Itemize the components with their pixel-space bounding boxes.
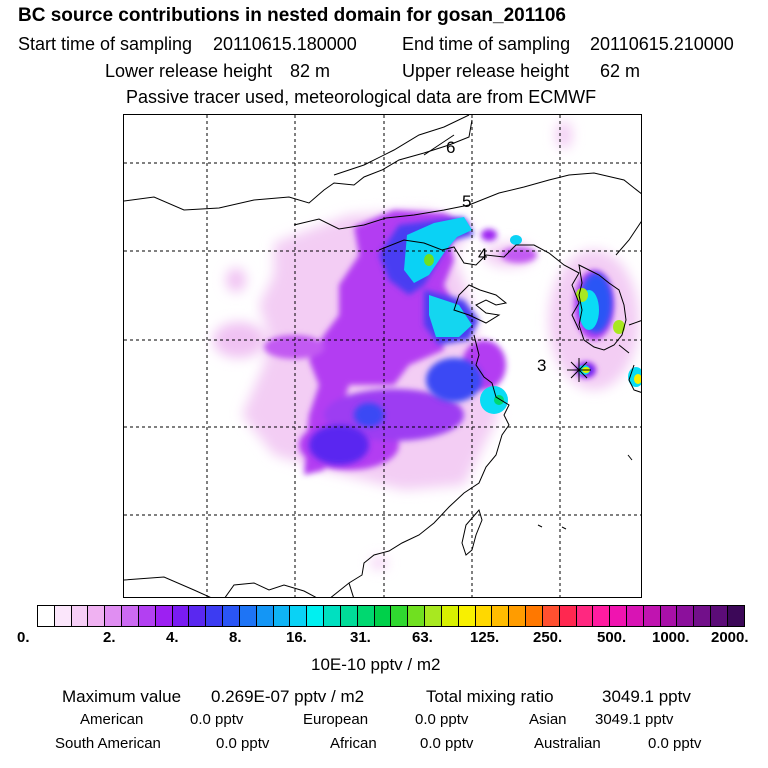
start-time-label: Start time of sampling	[18, 34, 193, 54]
colorbar-swatch	[273, 606, 291, 626]
colorbar-swatch	[677, 606, 695, 626]
colorbar-swatch	[172, 606, 190, 626]
colorbar-tick: 500.	[597, 629, 627, 646]
colorbar-swatch	[492, 606, 510, 626]
source-value: 0.0 pptv	[216, 735, 270, 752]
colorbar	[37, 605, 745, 627]
total-mixing-label: Total mixing ratio	[426, 687, 554, 706]
max-value-label: Maximum value	[62, 687, 182, 706]
colorbar-swatch	[475, 606, 493, 626]
colorbar-swatch	[357, 606, 375, 626]
colorbar-tick: 31.	[350, 629, 371, 646]
max-value: 0.269E-07 pptv / m2	[211, 687, 365, 706]
colorbar-tick: 16.	[286, 629, 307, 646]
colorbar-swatch	[71, 606, 89, 626]
colorbar-tick: 63.	[412, 629, 433, 646]
source-value: 0.0 pptv	[420, 735, 474, 752]
grid-lines	[124, 115, 641, 597]
source-name: South American	[55, 735, 161, 752]
colorbar-swatch	[54, 606, 72, 626]
colorbar-swatch	[441, 606, 459, 626]
colorbar-swatch	[223, 606, 240, 626]
colorbar-swatch	[408, 606, 426, 626]
colorbar-tick: 125.	[470, 629, 500, 646]
colorbar-swatch	[727, 606, 744, 626]
start-time-value: 20110615.180000	[213, 34, 357, 54]
colorbar-swatch	[576, 606, 594, 626]
colorbar-tick: 2.	[103, 629, 116, 646]
colorbar-swatch	[610, 606, 627, 626]
receptor-marker-icon	[567, 358, 591, 382]
trajectory-label-5: 5	[462, 192, 471, 211]
colorbar-swatch	[324, 606, 341, 626]
colorbar-swatch	[643, 606, 661, 626]
trajectory-label-6: 6	[446, 138, 455, 157]
colorbar-swatch	[256, 606, 274, 626]
colorbar-swatch	[559, 606, 577, 626]
source-value: 0.0 pptv	[648, 735, 702, 752]
colorbar-swatch	[660, 606, 678, 626]
colorbar-swatch	[307, 606, 325, 626]
chart-title: BC source contributions in nested domain…	[18, 5, 566, 26]
colorbar-swatch	[526, 606, 543, 626]
coastlines	[124, 115, 641, 597]
colorbar-swatch	[391, 606, 409, 626]
colorbar-tick: 8.	[229, 629, 242, 646]
source-name: Asian	[529, 711, 567, 728]
source-name: Australian	[534, 735, 601, 752]
source-value: 0.0 pptv	[415, 711, 469, 728]
source-value: 3049.1 pptv	[595, 711, 674, 728]
source-name: European	[303, 711, 369, 728]
upper-release-label: Upper release height	[402, 61, 570, 81]
colorbar-swatch	[509, 606, 527, 626]
colorbar-swatch	[374, 606, 392, 626]
colorbar-swatch	[138, 606, 156, 626]
total-mixing-value: 3049.1 pptv	[602, 687, 691, 706]
lower-release-value: 82 m	[290, 61, 331, 81]
upper-release-value: 62 m	[600, 61, 641, 81]
colorbar-swatch	[593, 606, 611, 626]
colorbar-swatch	[105, 606, 123, 626]
colorbar-swatch	[626, 606, 644, 626]
colorbar-tick: 1000.	[652, 629, 690, 646]
end-time-value: 20110615.210000	[590, 34, 734, 54]
trajectory-label-3: 3	[537, 356, 546, 375]
source-value: 0.0 pptv	[190, 711, 244, 728]
colorbar-swatch	[694, 606, 712, 626]
colorbar-tick: 250.	[533, 629, 563, 646]
colorbar-swatch	[711, 606, 728, 626]
colorbar-swatch	[155, 606, 173, 626]
source-name: African	[330, 735, 377, 752]
colorbar-tick: 0.	[17, 629, 30, 646]
trajectory-label-4: 4	[478, 245, 487, 264]
colorbar-swatch	[88, 606, 106, 626]
end-time-label: End time of sampling	[402, 34, 571, 54]
source-name: American	[80, 711, 144, 728]
colorbar-swatch	[206, 606, 224, 626]
lower-release-label: Lower release height	[105, 61, 273, 81]
units-label: 10E-10 pptv / m2	[311, 655, 441, 674]
colorbar-swatch	[239, 606, 257, 626]
colorbar-swatch	[38, 606, 55, 626]
source-contribution-map: 6 5 4 3	[123, 114, 642, 598]
map-canvas: 6 5 4 3	[124, 115, 641, 597]
colorbar-tick: 2000.	[711, 629, 749, 646]
plume-layer-cyan	[404, 217, 641, 414]
colorbar-swatch	[542, 606, 560, 626]
colorbar-swatch	[122, 606, 139, 626]
tracer-note: Passive tracer used, meteorological data…	[126, 87, 597, 107]
colorbar-swatch	[290, 606, 308, 626]
colorbar-swatch	[425, 606, 442, 626]
colorbar-swatch	[340, 606, 358, 626]
colorbar-swatch	[189, 606, 207, 626]
plume-layer-hotspots	[424, 254, 641, 405]
colorbar-tick: 4.	[166, 629, 179, 646]
colorbar-swatch	[458, 606, 476, 626]
